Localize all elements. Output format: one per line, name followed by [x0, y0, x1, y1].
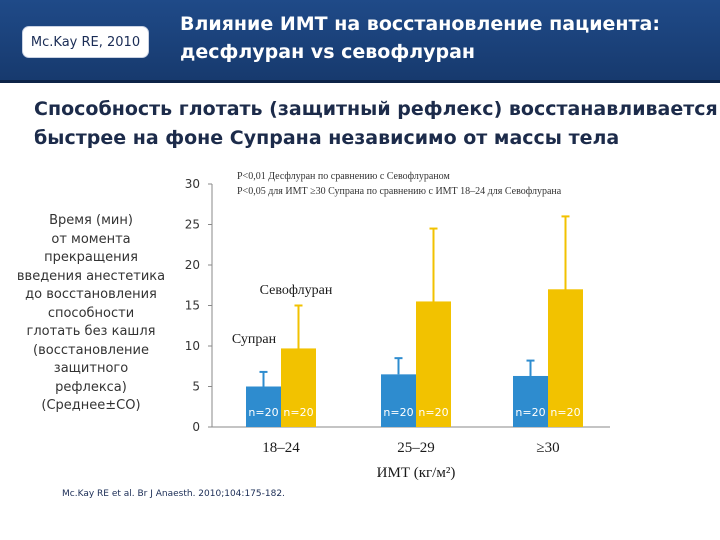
suprane-bar: [381, 374, 416, 427]
slide-subtitle: Способность глотать (защитный рефлекс) в…: [34, 95, 718, 153]
reference-badge: Mc.Kay RE, 2010: [22, 26, 149, 58]
slide-title-line-2: десфлуран vs севофлуран: [180, 41, 476, 63]
y-axis-title-line: Время (мин): [49, 213, 133, 228]
y-axis-title-line: введения анестетика: [16, 268, 166, 284]
y-axis-title-line: от момента: [51, 231, 131, 247]
slide-title: Влияние ИМТ на восстановление пациента: …: [180, 10, 700, 66]
x-category-label: 25–29: [397, 440, 435, 456]
y-tick-label: 25: [185, 218, 200, 232]
y-tick-label: 10: [185, 339, 200, 353]
y-tick-label: 5: [192, 380, 200, 394]
x-category-label: ≥30: [536, 440, 559, 456]
series-label-sevoflurane: Севофлуран: [260, 283, 333, 298]
header-divider: [0, 80, 720, 83]
y-tick-label: 20: [185, 258, 200, 272]
suprane-bar: [246, 386, 281, 427]
x-category-label: 18–24: [262, 440, 300, 456]
x-axis-title: ИМТ (кг/м²): [377, 465, 456, 481]
y-axis-title-line: глотать без кашля: [26, 324, 156, 339]
y-axis-title-line: до восстановления: [25, 287, 157, 302]
suprane-bar: [513, 375, 548, 427]
y-axis-title-line: способности: [47, 305, 135, 321]
n-label: n=20: [550, 406, 580, 419]
y-axis-title-line: рефлекса): [55, 379, 127, 395]
series-label-suprane: Супран: [232, 332, 277, 347]
y-axis-title-line: прекращения: [44, 250, 138, 265]
n-label: n=20: [248, 406, 278, 419]
slide-title-line-1: Влияние ИМТ на восстановление пациента:: [180, 13, 660, 35]
y-tick-label: 15: [185, 299, 200, 313]
y-tick-label: 30: [185, 177, 200, 191]
n-label: n=20: [383, 406, 413, 419]
n-label: n=20: [283, 406, 313, 419]
significance-note-line-1: P<0,01 Десфлуран по сравнению с Севофлур…: [237, 171, 450, 182]
citation-footnote: Mc.Kay RE et al. Br J Anaesth. 2010;104:…: [62, 489, 285, 499]
subtitle-line-2: быстрее на фоне Супрана независимо от ма…: [34, 127, 620, 149]
y-tick-label: 0: [192, 420, 200, 434]
y-axis-title-line: защитного: [53, 361, 129, 376]
y-axis-title-line: (восстановление: [33, 342, 149, 358]
subtitle-line-1: Способность глотать (защитный рефлекс) в…: [34, 98, 718, 120]
y-axis-title-line: (Среднее±СО): [41, 398, 141, 413]
significance-note-line-2: P<0,05 для ИМТ ≥30 Супрана по сравнению …: [237, 186, 562, 197]
n-label: n=20: [515, 406, 545, 419]
n-label: n=20: [418, 406, 448, 419]
y-axis-title: Время (мин) от момента прекращения введе…: [6, 212, 176, 416]
significance-note: P<0,01 Десфлуран по сравнению с Севофлур…: [237, 169, 677, 199]
